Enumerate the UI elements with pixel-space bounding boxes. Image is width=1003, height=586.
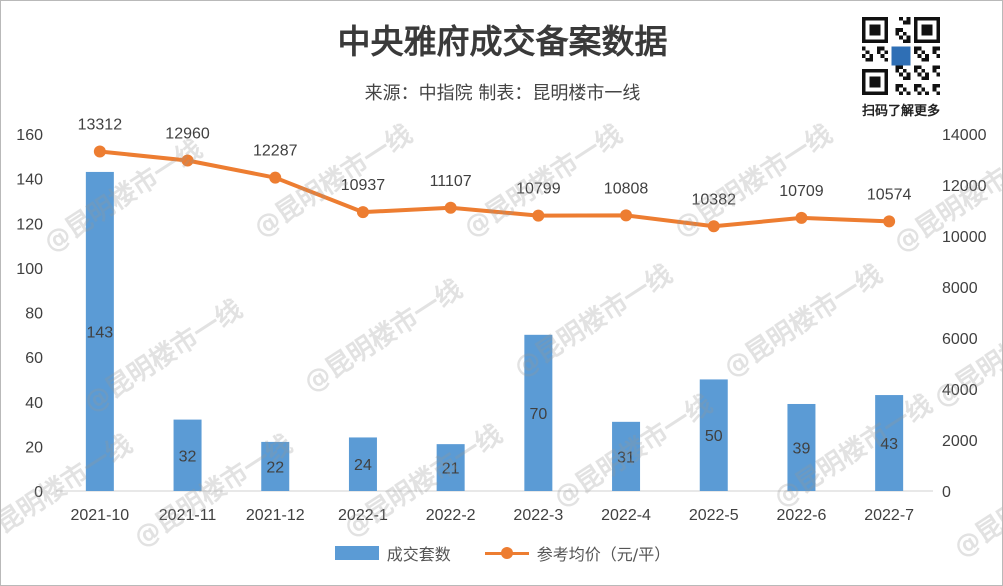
legend-line-swatch: [484, 546, 529, 560]
x-tick-label: 2022-7: [864, 507, 914, 524]
bar: [699, 379, 728, 491]
left-tick-label: 160: [16, 127, 43, 144]
x-tick-label: 2021-10: [70, 507, 129, 524]
bar: [348, 437, 377, 491]
line-point: [356, 206, 369, 219]
bar-data-label: 50: [705, 428, 723, 445]
bar-series: 143 32 22 24 21 70 31 50 39 43: [85, 171, 904, 491]
line-point: [181, 154, 194, 167]
line-data-label: 10709: [779, 183, 824, 200]
line-data-label: 13312: [78, 117, 123, 134]
line-data-label: 11107: [430, 173, 472, 190]
bar-data-label: 31: [617, 449, 635, 466]
bar-data-label: 32: [179, 448, 197, 465]
right-tick-label: 8000: [942, 280, 978, 297]
bar: [875, 395, 904, 491]
bar-data-label: 21: [442, 461, 460, 478]
bar: [173, 419, 202, 491]
qr-code-icon: [862, 17, 940, 95]
bar: [524, 334, 553, 491]
bar: [787, 403, 816, 491]
left-y-axis: 0 20 40 60 80 100 120 140 160: [16, 127, 43, 501]
bar-data-label: 143: [86, 324, 113, 341]
bar-data-label: 39: [793, 440, 811, 457]
x-tick-label: 2021-12: [246, 507, 305, 524]
line-point: [795, 211, 808, 224]
x-tick-label: 2022-5: [689, 507, 739, 524]
right-tick-label: 12000: [942, 178, 987, 195]
left-tick-label: 100: [16, 261, 43, 278]
right-tick-label: 14000: [942, 127, 987, 144]
bar-data-label: 43: [880, 436, 898, 453]
left-tick-label: 80: [25, 306, 43, 323]
left-tick-label: 120: [16, 216, 43, 233]
right-tick-label: 10000: [942, 229, 987, 246]
right-y-axis: 0 2000 4000 6000 8000 10000 12000 14000: [942, 127, 987, 501]
bar: [436, 444, 465, 491]
x-axis: 2021-10 2021-11 2021-12 2022-1 2022-2 2022-3 2…: [56, 490, 933, 524]
right-tick-label: 0: [942, 484, 951, 501]
line-data-label: 10808: [604, 180, 649, 197]
price-line: [99, 149, 890, 229]
bar: [85, 171, 114, 491]
line-data-label: 12287: [253, 143, 298, 160]
x-tick-label: 2021-11: [159, 507, 217, 524]
left-tick-label: 140: [16, 172, 43, 189]
line-point: [883, 215, 896, 228]
right-tick-label: 2000: [942, 433, 978, 450]
bar-data-label: 70: [529, 406, 547, 423]
right-tick-label: 6000: [942, 331, 978, 348]
left-tick-label: 0: [34, 484, 43, 501]
line-data-label: 10574: [867, 186, 912, 203]
line-data-label: 10382: [692, 191, 737, 208]
x-tick-label: 2022-6: [777, 507, 827, 524]
line-point: [444, 201, 457, 214]
legend-item-bar: 成交套数: [334, 541, 451, 565]
legend-item-line: 参考均价（元/平）: [484, 541, 671, 565]
x-tick-label: 2022-3: [513, 507, 563, 524]
line-point: [620, 209, 633, 222]
qr-caption: 扫码了解更多: [861, 104, 940, 119]
line-data-label: 10799: [516, 181, 561, 198]
bar: [612, 421, 641, 491]
legend: 成交套数 参考均价（元/平）: [1, 539, 1002, 567]
left-tick-label: 60: [25, 350, 43, 367]
line-point: [532, 209, 545, 222]
left-tick-label: 20: [25, 439, 43, 456]
line-series: 13312 12960 12287 10937 11107 10799 10808 10382…: [78, 117, 912, 233]
left-tick-label: 40: [25, 395, 43, 412]
line-point: [269, 171, 282, 184]
chart-title: 中央雅府成交备案数据: [337, 22, 668, 61]
bar: [261, 441, 290, 491]
bar-data-label: 22: [266, 459, 284, 476]
bar-data-label: 24: [354, 457, 372, 474]
line-point: [93, 145, 106, 158]
line-data-label: 10937: [341, 177, 386, 194]
legend-bar-label: 成交套数: [386, 545, 451, 564]
x-tick-label: 2022-1: [338, 507, 388, 524]
x-tick-label: 2022-4: [601, 507, 651, 524]
line-data-label: 12960: [165, 126, 210, 143]
legend-bar-swatch: [334, 546, 379, 560]
right-tick-label: 4000: [942, 382, 978, 399]
legend-line-label: 参考均价（元/平）: [536, 545, 671, 564]
x-tick-label: 2022-2: [426, 507, 476, 524]
line-point: [707, 220, 720, 233]
chart-subtitle: 来源：中指院 制表：昆明楼市一线: [364, 83, 641, 104]
